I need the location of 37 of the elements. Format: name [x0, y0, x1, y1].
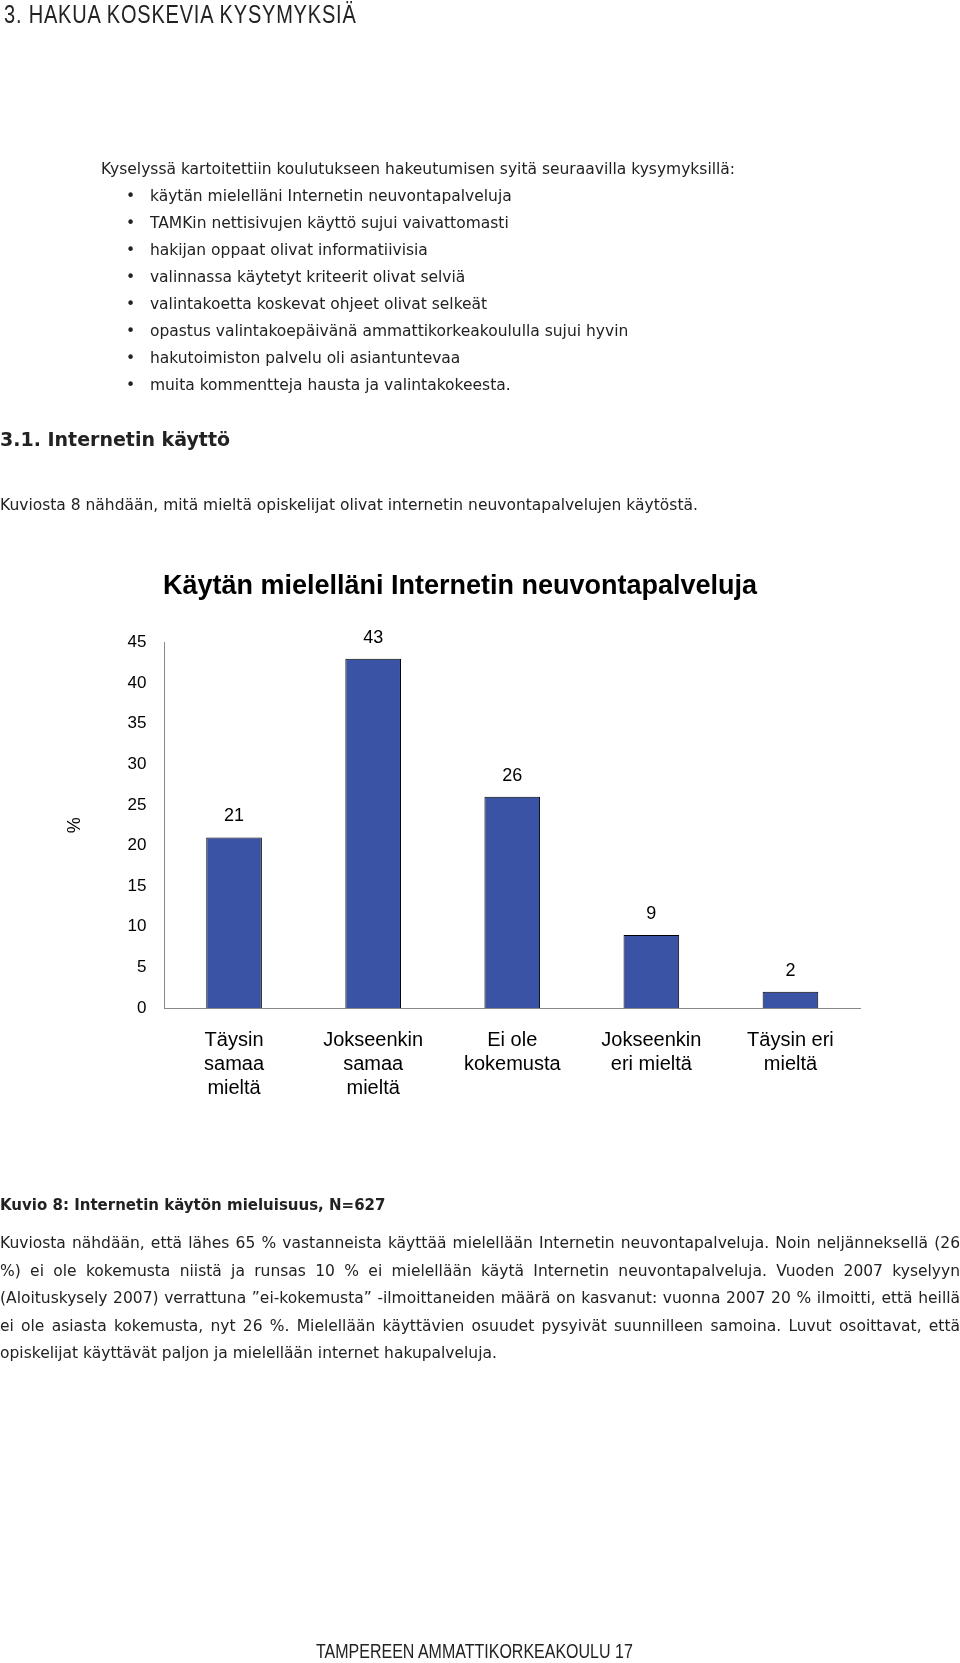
- y-axis-title: %: [63, 817, 84, 834]
- text: • muita kommentteja hausta ja valintakokeesta.: [126, 376, 511, 394]
- y-tick-label: 35: [127, 713, 147, 733]
- data-label: 26: [502, 764, 523, 785]
- text: 3. HAKUA KOSKEVIA KYSYMYKSIÄ: [4, 0, 357, 29]
- text: • hakutoimiston palvelu oli asiantuntevaa: [126, 349, 461, 367]
- x-tick-label: Jokseenkin samaa mieltä: [323, 1027, 424, 1098]
- text: • TAMKin nettisivujen käyttö sujui vaivattomasti: [126, 214, 509, 232]
- text: • opastus valintakoepäivänä ammattikorkeakoululla sujui hyvin: [126, 322, 629, 340]
- data-label: 43: [363, 626, 384, 647]
- text: 3.1. Internetin käyttö: [0, 428, 231, 450]
- text: • valinnassa käytetyt kriteerit olivat selviä: [126, 268, 466, 286]
- chart-title: Käytän mielelläni Internetin neuvontapalveluja: [162, 569, 759, 600]
- y-tick-label: 15: [127, 875, 147, 895]
- y-tick-label: 45: [127, 632, 147, 652]
- x-tick-label: Ei ole kokemusta: [463, 1027, 562, 1074]
- data-label: 2: [785, 959, 796, 980]
- text: TAMPEREEN AMMATTIKORKEAKOULU 17: [316, 1640, 633, 1663]
- x-tick-label: Jokseenkin eri mieltä: [601, 1027, 702, 1074]
- y-tick-label: 25: [127, 794, 147, 814]
- y-tick-label: 20: [127, 835, 147, 855]
- x-tick-label: Täysin eri mieltä: [747, 1027, 834, 1074]
- y-tick-label: 40: [127, 672, 147, 692]
- y-tick-label: 30: [127, 753, 147, 773]
- text: Kuviosta 8 nähdään, mitä mieltä opiskelijat olivat internetin neuvontapalvelujen käytöstä.: [0, 496, 698, 514]
- y-tick-label: 0: [137, 997, 147, 1017]
- text: Kuvio 8: Internetin käytön mieluisuus, N=627: [0, 1196, 386, 1214]
- data-label: 21: [224, 805, 245, 826]
- text: • valintakoetta koskevat ohjeet olivat selkeät: [126, 295, 488, 313]
- x-tick-label: Täysin samaa mieltä: [204, 1027, 265, 1098]
- data-label: 9: [646, 902, 657, 923]
- text: • käytän mielelläni Internetin neuvontapalveluja: [126, 187, 512, 205]
- text: Kuviosta nähdään, että lähes 65 % vastanneista käyttää mielellään Internetin neuvontapalveluja. Noin neljänneksellä (26 %) ei ole kokemusta niistä ja runsas 10 % ei mielellään käytä Internetin neuvontapalveluja. Vuoden 2007 kyselyyn (Aloituskysely 2007) verrattuna ”ei-kokemusta” -ilmoittaneiden määrä on kasvanut: vuonna 2007 20 % ilmoitti, että heillä ei ole asiasta kokemusta, nyt 26 %. Mielellään käyttävien osuudet pysyivät suunnilleen samoina. Luvut osoittavat, että opiskelijat käyttävät paljon ja mielellään internet hakupalveluja.: [0, 1233, 960, 1364]
- text: Kyselyssä kartoitettiin koulutukseen hakeutumisen syitä seuraavilla kysymyksillä:: [101, 160, 736, 178]
- text: • hakijan oppaat olivat informatiivisia: [126, 241, 428, 259]
- y-tick-label: 10: [127, 916, 147, 936]
- y-tick-label: 5: [137, 957, 147, 977]
